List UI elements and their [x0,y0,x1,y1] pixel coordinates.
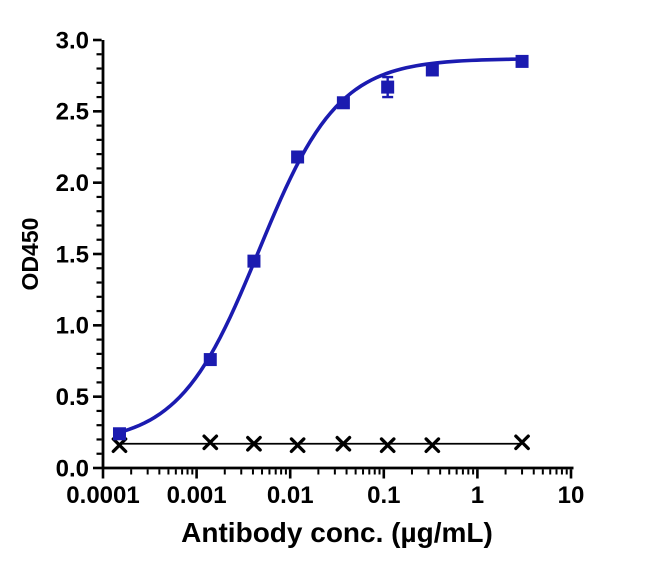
binding-square-marker [247,254,261,268]
control-x-marker [246,435,262,452]
x-tick-label: 0.01 [267,482,314,509]
axes: 0.0 0.5 1.0 1.5 2.0 2.5 3.0 0.0001 0.001 0.01 0.1 1… [56,27,585,509]
control-x-marker [202,434,219,451]
binding-fit-curve [117,57,524,435]
control-x-marker [379,437,396,454]
data-series [111,54,530,454]
y-tick-label: 2.0 [56,170,89,197]
y-tick-label: 0.0 [56,455,89,482]
control-x-marker [424,437,441,454]
control-x-marker [289,437,306,454]
y-tick-label: 1.0 [56,313,89,340]
x-tick-label: 0.1 [367,482,400,509]
control-x-marker [335,435,352,452]
x-tick-label: 10 [558,482,585,509]
binding-square-marker [203,353,217,367]
x-axis-title: Antibody conc. (µg/mL) [181,517,493,548]
x-tick-label: 0.0001 [66,482,139,509]
binding-square-marker [425,63,439,77]
binding-square-marker [112,427,126,441]
binding-square-marker [336,96,350,110]
y-axis-title: OD450 [17,218,43,291]
y-tick-label: 0.5 [56,384,89,411]
x-tick-label: 1 [471,482,484,509]
control-x-marker [514,434,530,451]
binding-square-marker [291,150,305,164]
x-tick-label: 0.001 [167,482,227,509]
binding-square-marker [381,80,395,94]
y-tick-label: 3.0 [56,27,89,54]
control-x-marker [111,437,128,454]
binding-square-marker [515,54,529,68]
y-tick-label: 1.5 [56,241,89,268]
y-tick-label: 2.5 [56,99,89,126]
